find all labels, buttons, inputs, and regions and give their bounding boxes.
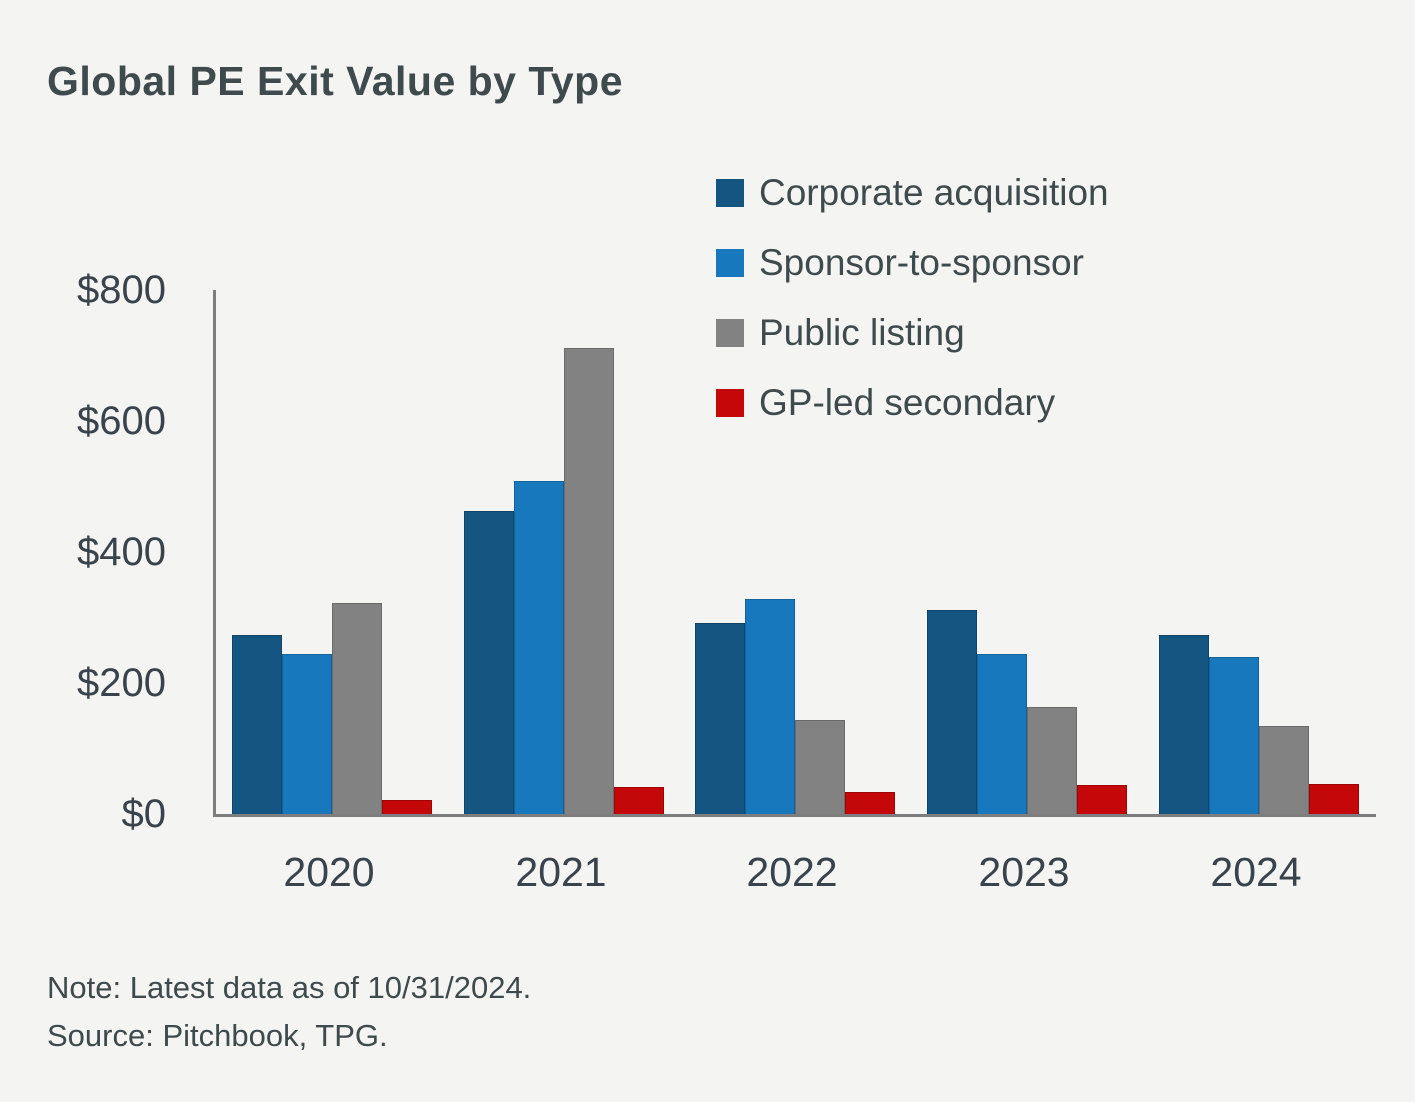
bar-2021-gp-led-secondary xyxy=(614,787,664,814)
bar-2023-public-listing xyxy=(1027,707,1077,814)
legend-swatch-sponsor-to-sponsor-icon xyxy=(716,249,744,277)
bar-2023-gp-led-secondary xyxy=(1077,785,1127,814)
bar-2024-gp-led-secondary xyxy=(1309,784,1359,814)
y-tick-label-0: $0 xyxy=(121,792,167,836)
bar-2021-corporate-acquisition xyxy=(464,511,514,814)
bar-2022-gp-led-secondary xyxy=(845,792,895,814)
x-tick-label-2023: 2023 xyxy=(978,849,1070,895)
legend-item-public-listing: Public listing xyxy=(716,298,1109,368)
bar-2020-gp-led-secondary xyxy=(382,800,432,814)
bar-2022-sponsor-to-sponsor xyxy=(745,599,795,814)
bar-2024-public-listing xyxy=(1259,726,1309,814)
footnote-note: Note: Latest data as of 10/31/2024. xyxy=(47,970,532,1005)
legend-item-corporate-acquisition: Corporate acquisition xyxy=(716,158,1109,228)
plot-area xyxy=(213,290,1376,817)
bar-2022-public-listing xyxy=(795,720,845,814)
bar-2021-public-listing xyxy=(564,348,614,814)
bar-2023-corporate-acquisition xyxy=(927,610,977,814)
y-tick-label-400: $400 xyxy=(77,530,166,574)
footnote: Note: Latest data as of 10/31/2024. Sour… xyxy=(47,964,531,1060)
legend: Corporate acquisition Sponsor-to-sponsor… xyxy=(716,158,1109,438)
legend-label-sponsor-to-sponsor: Sponsor-to-sponsor xyxy=(759,242,1084,283)
bar-2022-corporate-acquisition xyxy=(695,623,745,814)
bar-2020-sponsor-to-sponsor xyxy=(282,654,332,814)
legend-swatch-corporate-acquisition-icon xyxy=(716,179,744,207)
legend-swatch-gp-led-secondary-icon xyxy=(716,389,744,417)
bar-2021-sponsor-to-sponsor xyxy=(514,481,564,814)
x-tick-label-2021: 2021 xyxy=(515,849,607,895)
legend-label-gp-led-secondary: GP-led secondary xyxy=(759,382,1056,423)
x-tick-label-2022: 2022 xyxy=(746,849,838,895)
y-tick-label-200: $200 xyxy=(77,661,166,705)
x-tick-label-2020: 2020 xyxy=(283,849,375,895)
y-axis-labels: $0 $200 $400 $600 $800 xyxy=(20,268,166,836)
legend-label-corporate-acquisition: Corporate acquisition xyxy=(759,172,1109,213)
y-tick-label-600: $600 xyxy=(77,399,166,443)
legend-item-gp-led-secondary: GP-led secondary xyxy=(716,368,1109,438)
x-tick-label-2024: 2024 xyxy=(1210,849,1302,895)
bar-2024-sponsor-to-sponsor xyxy=(1209,657,1259,814)
legend-label-public-listing: Public listing xyxy=(759,312,965,353)
bar-2020-corporate-acquisition xyxy=(232,635,282,814)
y-tick-label-800: $800 xyxy=(77,268,166,312)
x-axis-labels: 2020 2021 2022 2023 2024 xyxy=(213,822,1373,895)
legend-item-sponsor-to-sponsor: Sponsor-to-sponsor xyxy=(716,228,1109,298)
bar-2020-public-listing xyxy=(332,603,382,814)
bar-2024-corporate-acquisition xyxy=(1159,635,1209,814)
legend-swatch-public-listing-icon xyxy=(716,319,744,347)
chart-title: Global PE Exit Value by Type xyxy=(47,58,624,104)
footnote-source: Source: Pitchbook, TPG. xyxy=(47,1018,388,1053)
bar-2023-sponsor-to-sponsor xyxy=(977,654,1027,814)
